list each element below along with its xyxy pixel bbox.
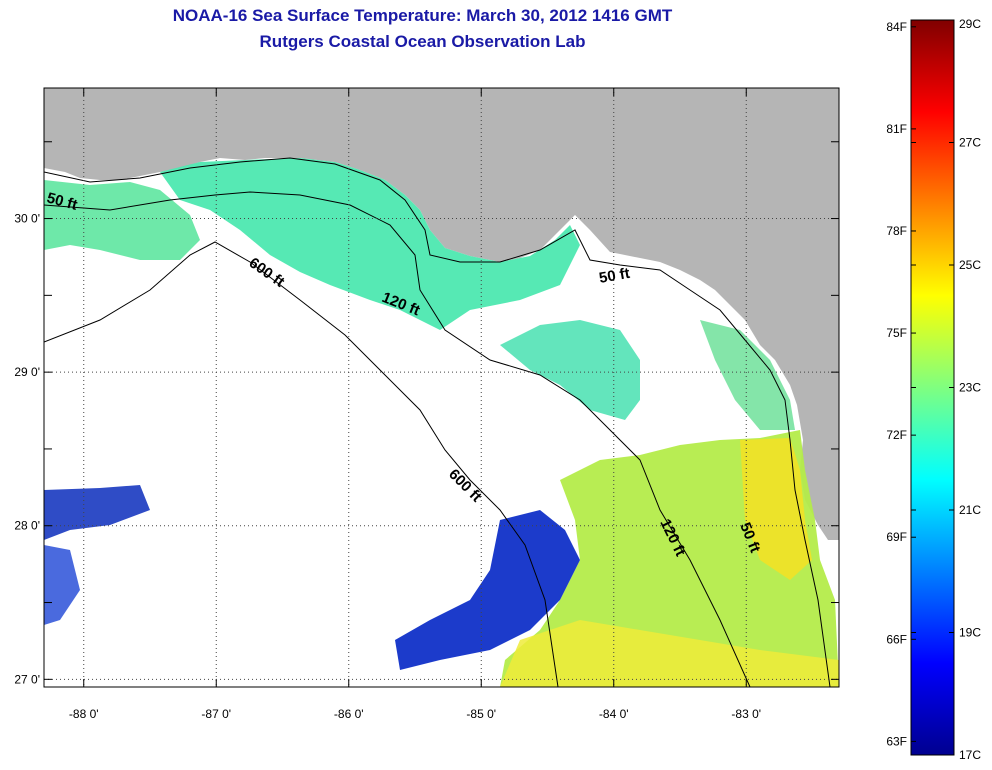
map-title: NOAA-16 Sea Surface Temperature: March 3… xyxy=(172,6,673,25)
contour-50ft xyxy=(44,157,831,687)
latitude-axis: 30 0' 29 0' 28 0' 27 0' xyxy=(14,212,40,687)
colorbar-celsius-label: 27C xyxy=(959,136,981,150)
longitude-axis: -88 0' -87 0' -86 0' -85 0' -84 0' -83 0' xyxy=(69,707,761,721)
contour-120ft xyxy=(44,191,751,687)
colorbar-fahrenheit-label: 63F xyxy=(886,734,907,748)
lat-tick-label: 28 0' xyxy=(14,519,40,533)
contour-600ft xyxy=(44,241,559,687)
lon-tick-label: -88 0' xyxy=(69,707,99,721)
lon-tick-label: -84 0' xyxy=(599,707,629,721)
sst-swath-warm-nearshore xyxy=(740,438,812,580)
sst-swath-cold-west xyxy=(44,485,150,540)
plot-frame xyxy=(43,87,840,688)
colorbar-fahrenheit-label: 81F xyxy=(886,122,907,136)
colorbar-celsius-label: 25C xyxy=(959,258,981,272)
lat-tick-label: 30 0' xyxy=(14,212,40,226)
contour-label-50ft-east: 50 ft xyxy=(598,265,631,287)
lat-tick-label: 27 0' xyxy=(14,672,40,686)
colorbar-fahrenheit-label: 84F xyxy=(886,20,907,34)
colorbar-fahrenheit-label: 72F xyxy=(886,428,907,442)
lon-tick-label: -85 0' xyxy=(466,707,496,721)
map-subtitle: Rutgers Coastal Ocean Observation Lab xyxy=(259,32,586,51)
sst-swath-northwest xyxy=(44,180,200,260)
colorbar-celsius-label: 17C xyxy=(959,748,981,762)
sst-swath-cold-southwest xyxy=(44,545,80,625)
colorbar-fahrenheit-label: 75F xyxy=(886,326,907,340)
graticule xyxy=(44,88,839,687)
sst-swath-north xyxy=(160,158,580,330)
lon-tick-label: -86 0' xyxy=(334,707,364,721)
colorbar-celsius-label: 21C xyxy=(959,503,981,517)
colorbar-celsius-label: 29C xyxy=(959,17,981,31)
lat-tick-label: 29 0' xyxy=(14,365,40,379)
land-mass xyxy=(44,88,839,540)
colorbar-fahrenheit-label: 66F xyxy=(886,632,907,646)
depth-contours xyxy=(44,157,831,687)
sst-swath-coastal-strip xyxy=(700,320,795,430)
colorbar-ticks: 29C 27C 25C 23C 21C 19C 17C 84F 81F 78F 75F 72F 69F 6… xyxy=(886,17,981,762)
sst-swath-central-shelf xyxy=(500,320,640,420)
lon-tick-label: -87 0' xyxy=(201,707,231,721)
colorbar-fahrenheit-label: 78F xyxy=(886,224,907,238)
colorbar-fahrenheit-label: 69F xyxy=(886,530,907,544)
sst-swath-cold-offshore xyxy=(395,510,580,670)
lon-tick-label: -83 0' xyxy=(731,707,761,721)
colorbar xyxy=(910,19,955,756)
colorbar-celsius-label: 23C xyxy=(959,381,981,395)
sst-swath-warm-south xyxy=(500,620,839,687)
colorbar-celsius-label: 19C xyxy=(959,626,981,640)
